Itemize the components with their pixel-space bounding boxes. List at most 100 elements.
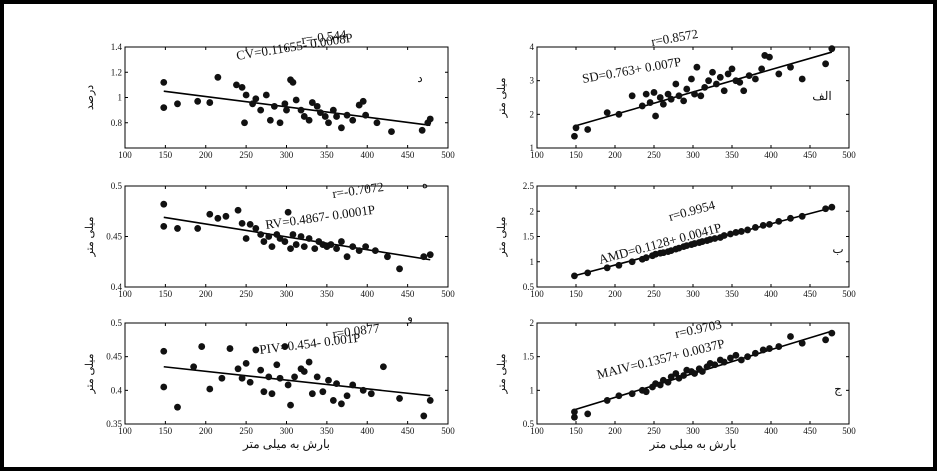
data-point: [281, 343, 289, 350]
x-tick-label: 300: [280, 150, 294, 160]
x-tick-label: 100: [118, 289, 132, 299]
data-point: [727, 230, 734, 238]
data-point: [603, 109, 611, 117]
y-tick-label: 2: [530, 206, 535, 216]
data-point: [160, 347, 168, 355]
data-point: [744, 226, 751, 234]
data-point: [691, 90, 698, 98]
x-tick-label: 300: [686, 150, 700, 160]
data-point: [317, 109, 324, 117]
data-point: [691, 370, 698, 377]
data-point: [238, 84, 246, 91]
data-point: [359, 97, 367, 105]
data-point: [571, 408, 578, 416]
data-point: [305, 358, 313, 366]
data-point: [705, 77, 712, 85]
data-point: [787, 63, 794, 71]
y-tick-label: 2.5: [523, 181, 535, 191]
regression-equation: SD=0.763+ 0.007P: [581, 54, 682, 86]
x-tick-label: 450: [401, 289, 415, 299]
data-point: [675, 92, 683, 100]
data-point: [292, 96, 300, 104]
data-point: [828, 203, 836, 211]
data-point: [822, 60, 829, 68]
x-tick-label: 150: [569, 150, 583, 160]
correlation-coefficient: r=0.9954: [667, 197, 717, 224]
data-point: [759, 346, 767, 354]
data-point: [276, 235, 284, 242]
data-point: [327, 241, 335, 248]
data-point: [260, 238, 268, 245]
data-point: [308, 99, 316, 106]
y-tick-label: 2: [530, 318, 535, 328]
data-point: [713, 80, 720, 88]
data-point: [319, 388, 327, 396]
data-point: [652, 112, 659, 120]
y-tick-label: 0.5: [523, 419, 535, 429]
x-tick-label: 400: [361, 426, 375, 436]
x-tick-label: 350: [320, 289, 334, 299]
x-tick-label: 450: [803, 150, 817, 160]
y-axis-label: میلی متر: [496, 77, 508, 118]
x-tick-label: 150: [569, 426, 583, 436]
data-point: [333, 380, 340, 387]
data-point: [242, 91, 250, 99]
data-point: [257, 231, 265, 238]
x-axis-label: بارش به میلی متر: [242, 437, 330, 451]
data-point: [297, 233, 305, 240]
data-point: [667, 95, 675, 103]
y-axis-label: میلی متر: [84, 216, 96, 257]
data-point: [656, 94, 664, 101]
x-tick-label: 250: [239, 150, 253, 160]
data-point: [265, 233, 273, 240]
y-tick-label: 1.4: [111, 42, 123, 52]
x-tick-label: 150: [159, 289, 173, 299]
data-point: [281, 100, 289, 108]
y-tick-label: 1: [118, 93, 123, 103]
data-point: [206, 210, 214, 218]
data-point: [265, 373, 273, 381]
data-point: [362, 111, 370, 119]
x-tick-label: 350: [320, 426, 334, 436]
x-tick-label: 250: [647, 289, 661, 299]
y-tick-label: 0.5: [111, 318, 123, 328]
data-point: [270, 102, 278, 110]
data-point: [584, 410, 592, 418]
data-point: [646, 99, 654, 106]
y-tick-label: 0.4: [111, 282, 123, 292]
data-point: [313, 102, 321, 110]
y-tick-label: 1.5: [523, 352, 535, 362]
data-point: [759, 221, 767, 229]
x-tick-label: 300: [280, 426, 294, 436]
data-point: [246, 220, 254, 228]
data-point: [160, 200, 168, 208]
data-point: [711, 235, 719, 242]
data-point: [252, 346, 260, 354]
data-point: [737, 356, 745, 364]
y-tick-label: 3: [530, 76, 535, 86]
data-point: [697, 92, 705, 100]
data-point: [380, 363, 387, 371]
data-point: [367, 390, 375, 398]
data-point: [338, 400, 345, 408]
regression-equation: RV=0.4867- 0.0001P: [264, 202, 376, 232]
data-point: [313, 373, 321, 381]
correlation-coefficient: r=-0.544: [301, 27, 348, 47]
data-point: [693, 63, 701, 71]
data-point: [752, 75, 759, 83]
data-point: [672, 80, 680, 88]
data-point: [659, 100, 667, 108]
y-axis-label: میلی متر: [84, 353, 96, 394]
data-point: [276, 374, 284, 382]
data-point: [716, 73, 724, 81]
x-tick-label: 450: [803, 289, 817, 299]
x-tick-label: 500: [842, 150, 856, 160]
data-point: [333, 245, 340, 253]
data-point: [745, 72, 753, 80]
data-point: [418, 126, 426, 134]
data-point: [426, 397, 434, 404]
data-point: [289, 231, 297, 238]
x-tick-label: 200: [608, 150, 622, 160]
data-point: [238, 219, 246, 227]
